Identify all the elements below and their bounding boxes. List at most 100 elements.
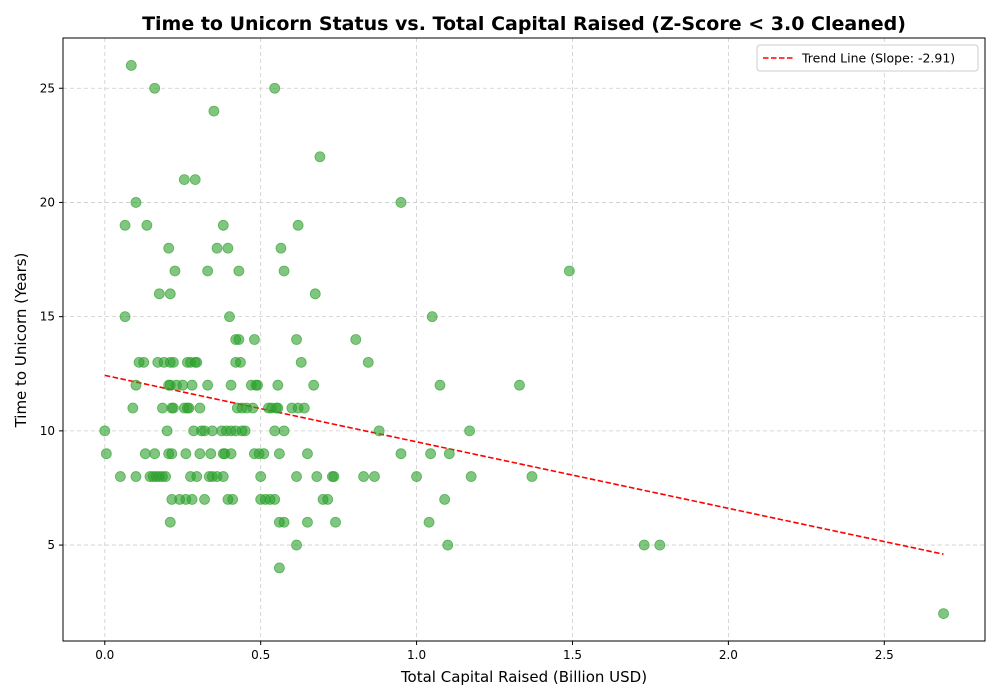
data-point (222, 242, 234, 254)
data-point (199, 493, 210, 505)
data-point (138, 356, 150, 368)
data-point (169, 265, 181, 277)
data-point (157, 402, 168, 414)
data-point (194, 402, 206, 414)
data-point (638, 539, 650, 551)
data-point (423, 516, 435, 528)
data-point (328, 471, 340, 482)
data-point (425, 448, 437, 460)
data-point (291, 539, 302, 551)
data-point (358, 471, 369, 482)
x-tick-label: 1.0 (407, 648, 426, 662)
data-point (227, 493, 239, 505)
data-point (167, 402, 179, 414)
data-point (180, 448, 192, 460)
data-point (141, 219, 153, 231)
data-point (258, 448, 270, 460)
data-point (278, 516, 290, 528)
data-point (160, 471, 171, 482)
data-point (202, 265, 214, 277)
data-point (191, 356, 203, 368)
data-point (465, 471, 477, 482)
data-point (291, 471, 302, 482)
data-point (292, 219, 304, 231)
x-axis-ticks: 0.0 0.5 1.0 1.5 2.0 2.5 (95, 641, 894, 662)
data-point (308, 379, 320, 391)
y-tick-label: 15 (40, 310, 55, 324)
data-point (395, 197, 407, 208)
data-point (239, 425, 251, 437)
data-point (235, 356, 246, 368)
data-point (217, 471, 229, 482)
data-point (295, 356, 307, 368)
data-point (350, 334, 362, 345)
x-tick-label: 2.0 (719, 648, 738, 662)
data-point (130, 471, 142, 482)
data-point (130, 379, 142, 391)
data-point (278, 265, 290, 277)
data-point (252, 379, 263, 391)
data-point (373, 425, 385, 437)
data-point (194, 448, 206, 460)
data-point (269, 82, 281, 94)
legend-box (756, 44, 979, 72)
data-point (273, 448, 285, 460)
data-point (291, 334, 302, 345)
data-point (302, 516, 313, 528)
data-point (443, 448, 455, 460)
data-point (119, 311, 131, 323)
data-point (130, 197, 142, 208)
data-point (309, 288, 321, 300)
data-point (322, 493, 334, 505)
data-point (269, 425, 281, 437)
data-point (186, 493, 198, 505)
data-point (426, 311, 438, 323)
data-point (255, 471, 267, 482)
data-point (149, 448, 161, 460)
data-point (330, 516, 341, 528)
data-point (139, 448, 151, 460)
data-point (205, 448, 217, 460)
data-point (225, 448, 237, 460)
data-point (161, 425, 173, 437)
data-point (186, 379, 198, 391)
data-point (272, 402, 284, 414)
data-point (225, 379, 237, 391)
y-tick-label: 20 (40, 195, 55, 209)
data-point (183, 402, 195, 414)
data-point (149, 82, 161, 94)
data-point (189, 174, 201, 186)
data-point (233, 334, 245, 345)
data-point (163, 242, 175, 254)
trend-line-group (104, 374, 944, 555)
data-point (125, 60, 137, 71)
x-tick-label: 2.5 (875, 648, 894, 662)
data-point (442, 539, 454, 551)
data-point (272, 379, 284, 391)
y-tick-label: 10 (40, 424, 55, 438)
scatter-points (99, 60, 949, 619)
x-tick-label: 1.5 (563, 648, 582, 662)
data-point (434, 379, 446, 391)
data-point (224, 311, 235, 323)
plot-area-frame (62, 37, 986, 642)
data-point (302, 448, 313, 460)
y-tick-label: 5 (47, 538, 55, 552)
data-point (217, 219, 229, 231)
data-point (439, 493, 451, 505)
data-point (114, 471, 126, 482)
data-point (275, 242, 287, 254)
data-point (411, 471, 422, 482)
data-point (395, 448, 407, 460)
data-point (164, 288, 176, 300)
legend: Trend Line (Slope: -2.91) (756, 44, 979, 72)
trend-line (104, 374, 944, 555)
y-tick-label: 25 (40, 81, 55, 95)
data-point (314, 151, 326, 163)
data-point (153, 288, 165, 300)
chart-title: Time to Unicorn Status vs. Total Capital… (142, 13, 906, 35)
data-point (127, 402, 139, 414)
x-axis-label: Total Capital Raised (Billion USD) (400, 668, 647, 686)
data-point (99, 425, 111, 437)
